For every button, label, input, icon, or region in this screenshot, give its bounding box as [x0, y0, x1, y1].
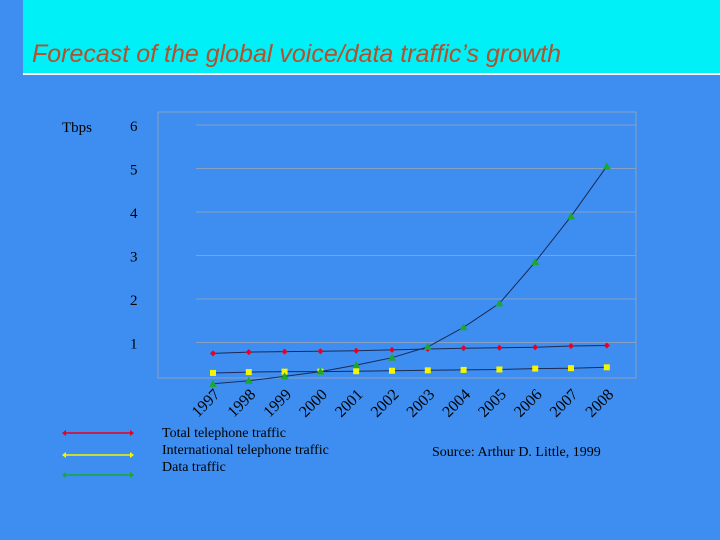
title-bar [23, 0, 720, 74]
point-s1-2001 [353, 368, 360, 375]
point-s2-1999 [280, 372, 289, 380]
y-tick-label-1: 1 [130, 337, 138, 353]
x-tick-label-1998: 1998 [225, 386, 260, 421]
y-tick-label-6: 6 [130, 119, 138, 135]
point-s0-2008 [603, 342, 610, 349]
x-tick-label-1997: 1997 [189, 386, 224, 421]
point-s0-1997 [210, 350, 216, 357]
x-tick-label-2000: 2000 [296, 386, 331, 421]
slide-title: Forecast of the global voice/data traffi… [32, 40, 561, 68]
source-note: Source: Arthur D. Little, 1999 [432, 445, 601, 460]
y-tick-label-5: 5 [130, 163, 138, 179]
legend-label-total: Total telephone traffic [162, 426, 286, 441]
point-s1-2003 [424, 367, 431, 374]
x-tick-label-2003: 2003 [404, 386, 439, 421]
point-s1-2002 [389, 367, 395, 374]
legend: Total telephone traffic International te… [162, 425, 329, 476]
legend-arrow-right-0 [130, 430, 134, 436]
legend-arrow-right-2 [130, 472, 134, 478]
point-s0-2006 [532, 344, 539, 351]
series-line-2 [212, 166, 608, 385]
y-tick-label-2: 2 [130, 293, 138, 309]
point-s0-2001 [353, 347, 360, 354]
point-s2-2007 [567, 212, 575, 220]
point-s1-1998 [245, 369, 252, 376]
point-s2-2004 [459, 323, 468, 331]
legend-label-international: International telephone traffic [162, 443, 329, 458]
point-s0-2004 [460, 345, 467, 352]
x-tick-label-2007: 2007 [547, 386, 582, 421]
point-s1-1999 [281, 368, 288, 375]
legend-arrow-right-1 [130, 452, 134, 458]
point-s1-1997 [210, 369, 216, 376]
x-tick-label-2006: 2006 [511, 386, 546, 421]
point-s0-2002 [389, 346, 395, 353]
point-s0-2007 [568, 342, 574, 349]
point-s2-1997 [209, 379, 217, 387]
x-tick-label-2008: 2008 [583, 386, 618, 421]
point-s2-2008 [602, 162, 611, 170]
point-s2-2003 [423, 342, 432, 350]
title-divider [23, 73, 720, 75]
legend-arrow-left-2 [62, 472, 66, 478]
y-tick-label-3: 3 [130, 250, 138, 266]
legend-arrow-left-0 [62, 430, 66, 436]
x-tick-label-2002: 2002 [368, 386, 403, 421]
point-s0-2005 [496, 344, 503, 351]
point-s2-1998 [244, 376, 253, 384]
point-s2-2006 [531, 258, 540, 266]
point-s2-2001 [352, 361, 361, 369]
y-axis-label: Tbps [62, 120, 92, 136]
x-tick-label-1999: 1999 [260, 386, 295, 421]
point-s0-1999 [281, 348, 288, 355]
y-tick-label-4: 4 [130, 206, 138, 222]
point-s1-2008 [603, 364, 610, 371]
x-tick-label-2005: 2005 [475, 386, 510, 421]
point-s1-2005 [496, 366, 503, 373]
point-s2-2005 [495, 299, 504, 307]
point-s0-1998 [245, 349, 252, 356]
point-s1-2004 [460, 366, 467, 373]
plot-area [157, 111, 637, 379]
point-s0-2000 [317, 348, 324, 355]
point-s1-2006 [532, 365, 539, 372]
point-s2-2002 [388, 353, 396, 361]
legend-label-data: Data traffic [162, 460, 226, 475]
x-tick-label-2001: 2001 [332, 386, 367, 421]
legend-arrow-left-1 [62, 452, 66, 458]
series-line-0 [212, 345, 607, 354]
point-s1-2007 [568, 365, 574, 372]
series-line-1 [212, 366, 607, 374]
x-tick-label-2004: 2004 [439, 386, 474, 421]
point-s2-2000 [316, 367, 325, 375]
